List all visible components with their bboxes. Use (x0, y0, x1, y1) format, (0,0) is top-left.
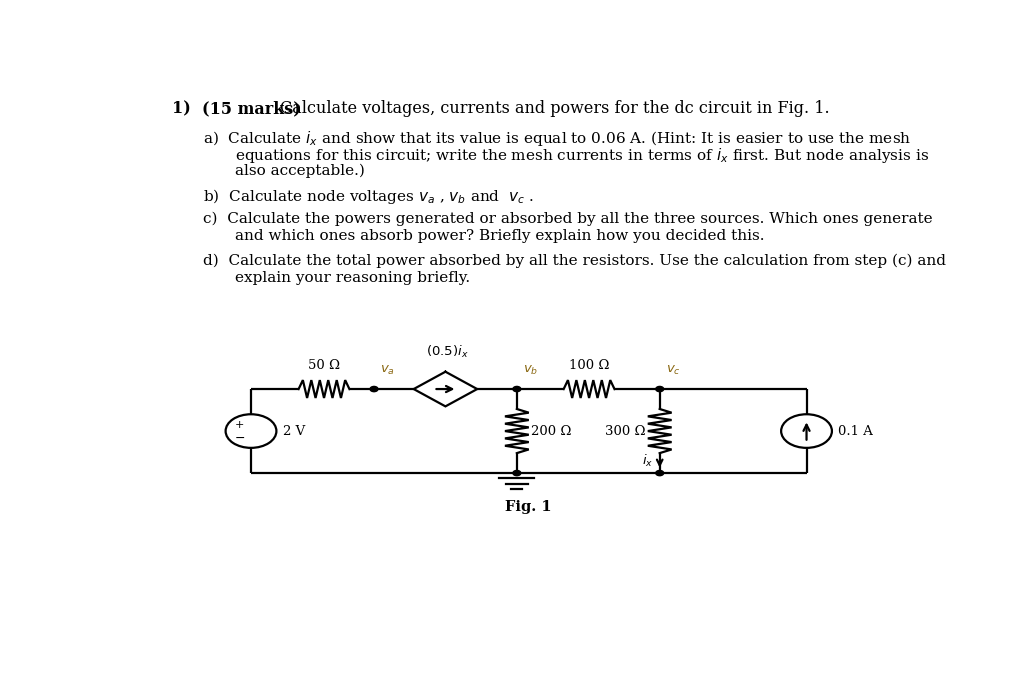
Text: and which ones absorb power? Briefly explain how you decided this.: and which ones absorb power? Briefly exp… (236, 229, 765, 243)
Text: Fig. 1: Fig. 1 (506, 500, 552, 514)
Text: 1): 1) (172, 100, 190, 117)
Text: $v_a$: $v_a$ (380, 364, 395, 378)
Text: −: − (234, 432, 245, 445)
Text: 50 Ω: 50 Ω (308, 359, 340, 372)
Text: $i_x$: $i_x$ (642, 453, 653, 469)
Text: a)  Calculate $i_x$ and show that its value is equal to 0.06 A. (Hint: It is eas: a) Calculate $i_x$ and show that its val… (204, 129, 911, 148)
Circle shape (370, 387, 378, 391)
Text: c)  Calculate the powers generated or absorbed by all the three sources. Which o: c) Calculate the powers generated or abs… (204, 212, 933, 226)
Text: $(0.5)i_x$: $(0.5)i_x$ (426, 344, 468, 360)
Text: (15 marks): (15 marks) (202, 100, 301, 117)
Text: 0.1 A: 0.1 A (839, 425, 873, 438)
Text: $v_b$: $v_b$ (523, 364, 539, 378)
Text: Calculate voltages, currents and powers for the dc circuit in Fig. 1.: Calculate voltages, currents and powers … (281, 100, 830, 117)
Text: d)  Calculate the total power absorbed by all the resistors. Use the calculation: d) Calculate the total power absorbed by… (204, 254, 946, 269)
Circle shape (655, 471, 664, 476)
Text: equations for this circuit; write the mesh currents in terms of $i_x$ first. But: equations for this circuit; write the me… (236, 147, 929, 166)
Text: explain your reasoning briefly.: explain your reasoning briefly. (236, 271, 470, 285)
Text: 200 Ω: 200 Ω (531, 425, 571, 438)
Text: also acceptable.): also acceptable.) (236, 163, 365, 177)
Text: 300 Ω: 300 Ω (605, 425, 645, 438)
Circle shape (513, 471, 521, 476)
Circle shape (655, 387, 664, 391)
Text: +: + (234, 419, 245, 430)
Circle shape (513, 387, 521, 391)
Text: $v_c$: $v_c$ (666, 364, 681, 378)
Text: 2 V: 2 V (283, 425, 305, 438)
Text: b)  Calculate node voltages $v_a$ , $v_b$ and  $v_c$ .: b) Calculate node voltages $v_a$ , $v_b$… (204, 187, 535, 206)
Text: 100 Ω: 100 Ω (569, 359, 609, 372)
